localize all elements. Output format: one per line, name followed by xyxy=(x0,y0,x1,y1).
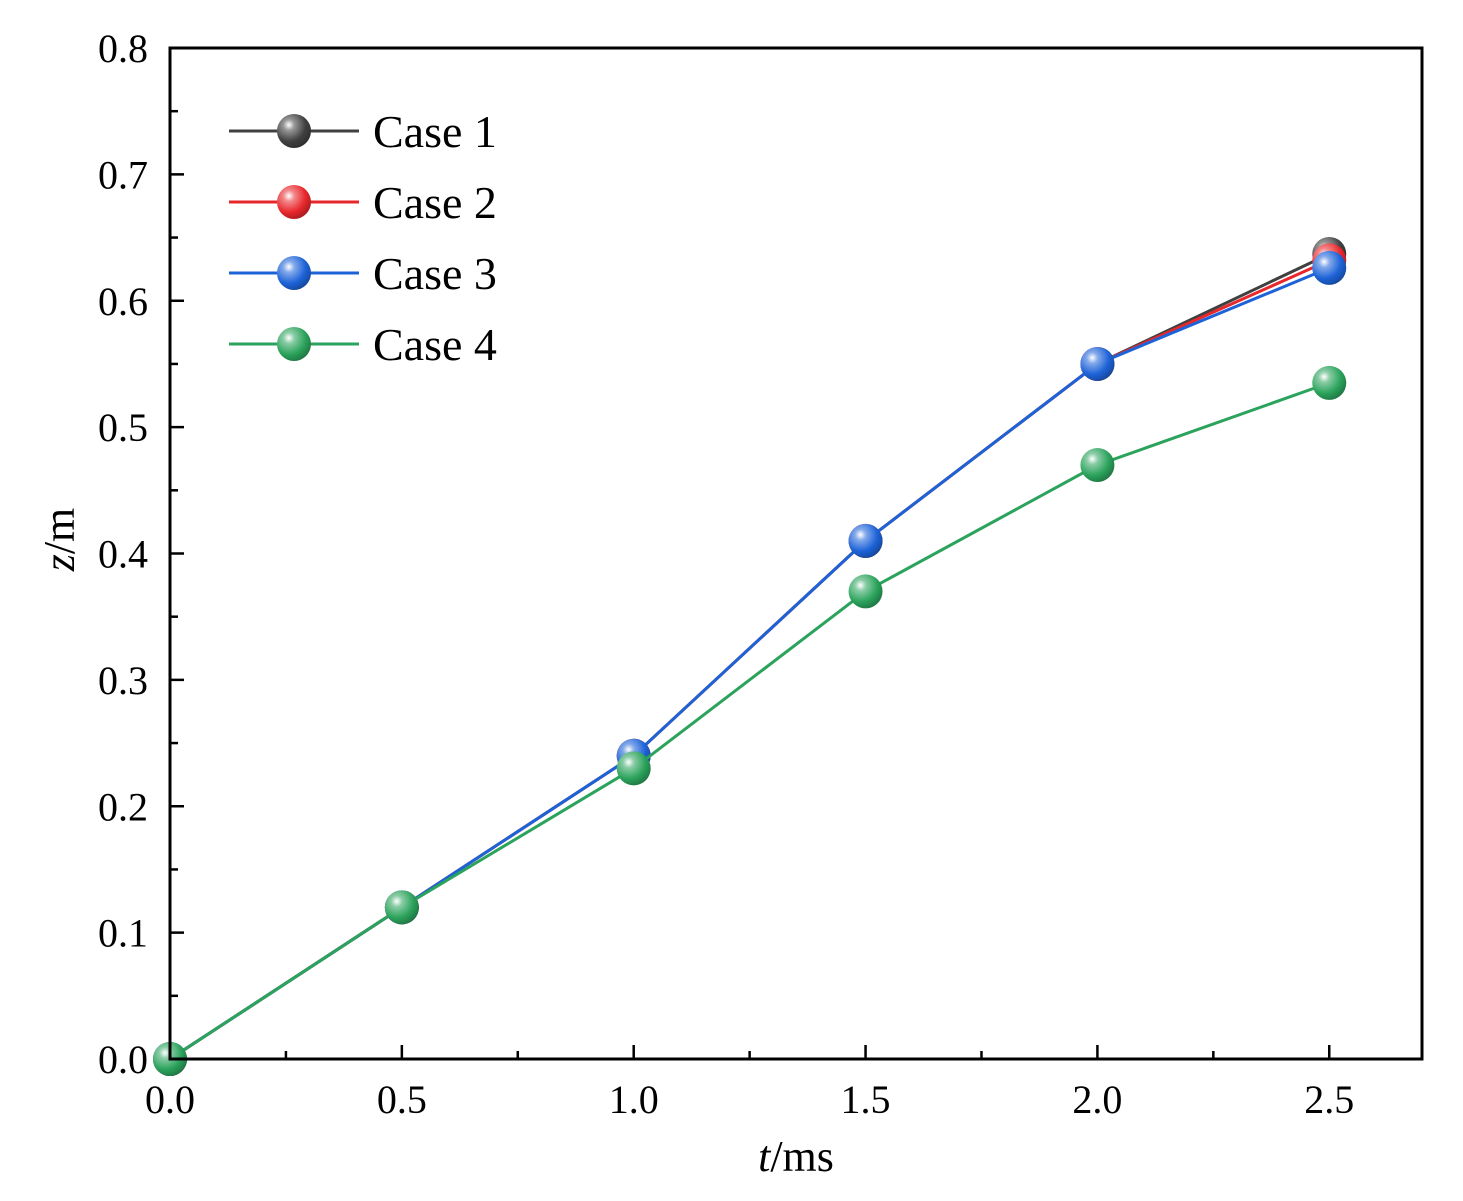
data-point xyxy=(848,523,883,558)
series-4 xyxy=(153,365,1347,1076)
data-point xyxy=(1080,448,1115,483)
data-point xyxy=(1312,250,1347,285)
legend-item: Case 1 xyxy=(229,106,497,157)
series-1 xyxy=(153,236,1347,1076)
x-axis-title: t/ms xyxy=(758,1132,834,1181)
series-line xyxy=(169,258,1330,1061)
plot-frame xyxy=(168,46,1424,1061)
y-tick-label: 0.4 xyxy=(98,532,148,577)
series-2 xyxy=(153,243,1347,1076)
y-axis-title: z/m xyxy=(35,508,84,573)
y-tick-label: 0.5 xyxy=(98,405,148,450)
data-point xyxy=(384,890,419,925)
x-tick-label: 0.5 xyxy=(377,1077,427,1122)
axis-ticks xyxy=(168,46,1331,1061)
legend-item: Case 4 xyxy=(229,319,497,370)
legend-item: Case 3 xyxy=(229,248,497,299)
legend-marker xyxy=(277,114,311,148)
legend-label: Case 1 xyxy=(373,106,497,157)
y-tick-label: 0.2 xyxy=(98,784,148,829)
series-line xyxy=(169,381,1330,1061)
legend-item: Case 2 xyxy=(229,177,497,228)
legend-marker xyxy=(277,185,311,219)
y-tick-label: 0.6 xyxy=(98,279,148,324)
series-line xyxy=(169,266,1330,1061)
x-tick-label: 1.5 xyxy=(841,1077,891,1122)
series-line xyxy=(169,252,1330,1061)
legend-label: Case 3 xyxy=(373,248,497,299)
x-tick-label: 2.5 xyxy=(1304,1077,1354,1122)
legend-label: Case 2 xyxy=(373,177,497,228)
data-point xyxy=(848,574,883,609)
y-tick-labels: 0.0 0.1 0.2 0.3 0.4 0.5 0.6 0.7 0.8 xyxy=(98,26,148,1082)
series-group xyxy=(153,236,1347,1076)
data-point xyxy=(1312,365,1347,400)
y-tick-label: 0.3 xyxy=(98,658,148,703)
y-tick-label: 0.7 xyxy=(98,152,148,197)
data-point xyxy=(616,751,651,786)
y-tick-label: 0.1 xyxy=(98,911,148,956)
data-point xyxy=(1080,346,1115,381)
x-tick-label: 1.0 xyxy=(609,1077,659,1122)
y-tick-label: 0.8 xyxy=(98,26,148,71)
x-tick-label: 0.0 xyxy=(145,1077,195,1122)
y-tick-label: 0.0 xyxy=(98,1037,148,1082)
x-tick-label: 2.0 xyxy=(1072,1077,1122,1122)
legend-marker xyxy=(277,256,311,290)
x-tick-labels: 0.0 0.5 1.0 1.5 2.0 2.5 xyxy=(145,1077,1354,1122)
legend-marker xyxy=(277,327,311,361)
legend-label: Case 4 xyxy=(373,319,497,370)
legend: Case 1 Case 2 Case 3 Case 4 xyxy=(229,106,497,370)
